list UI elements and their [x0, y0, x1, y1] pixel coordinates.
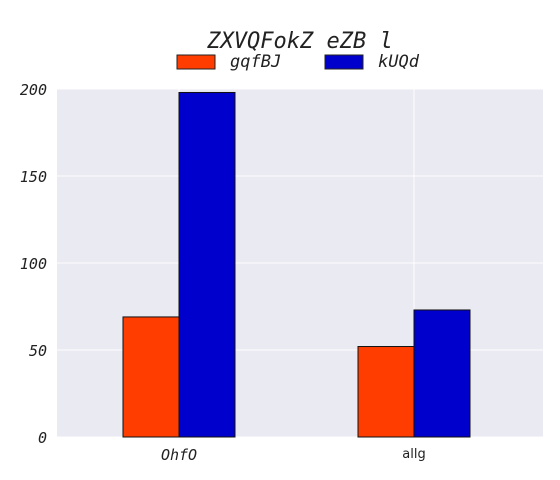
y-tick-label: 150: [20, 168, 47, 186]
bar-series-2-category-1: [178, 91, 236, 438]
y-tick-label: 200: [20, 81, 47, 99]
legend-swatch-series-1: [176, 54, 216, 70]
bar-series-1-category-2: [357, 346, 415, 438]
y-tick-label: 100: [20, 255, 47, 273]
bars: [122, 91, 471, 438]
bar-series-2-category-2: [413, 309, 471, 438]
y-axis-ticks: 0 50 100 150 200: [20, 81, 47, 447]
y-tick-label: 50: [29, 342, 47, 360]
legend: gqfBJ kUQd: [176, 52, 420, 72]
legend-swatch-series-2: [324, 54, 364, 70]
x-tick-label-2: allg: [402, 447, 425, 462]
chart-title: ZXVQFokZ eZB l: [206, 29, 392, 54]
x-tick-label-1: OhfO: [161, 446, 197, 464]
legend-label-series-1: gqfBJ: [230, 52, 281, 72]
legend-label-series-2: kUQd: [378, 52, 420, 72]
bar-series-1-category-1: [122, 316, 180, 438]
y-tick-label: 0: [38, 429, 47, 447]
x-axis-ticks: OhfO allg: [161, 446, 426, 464]
